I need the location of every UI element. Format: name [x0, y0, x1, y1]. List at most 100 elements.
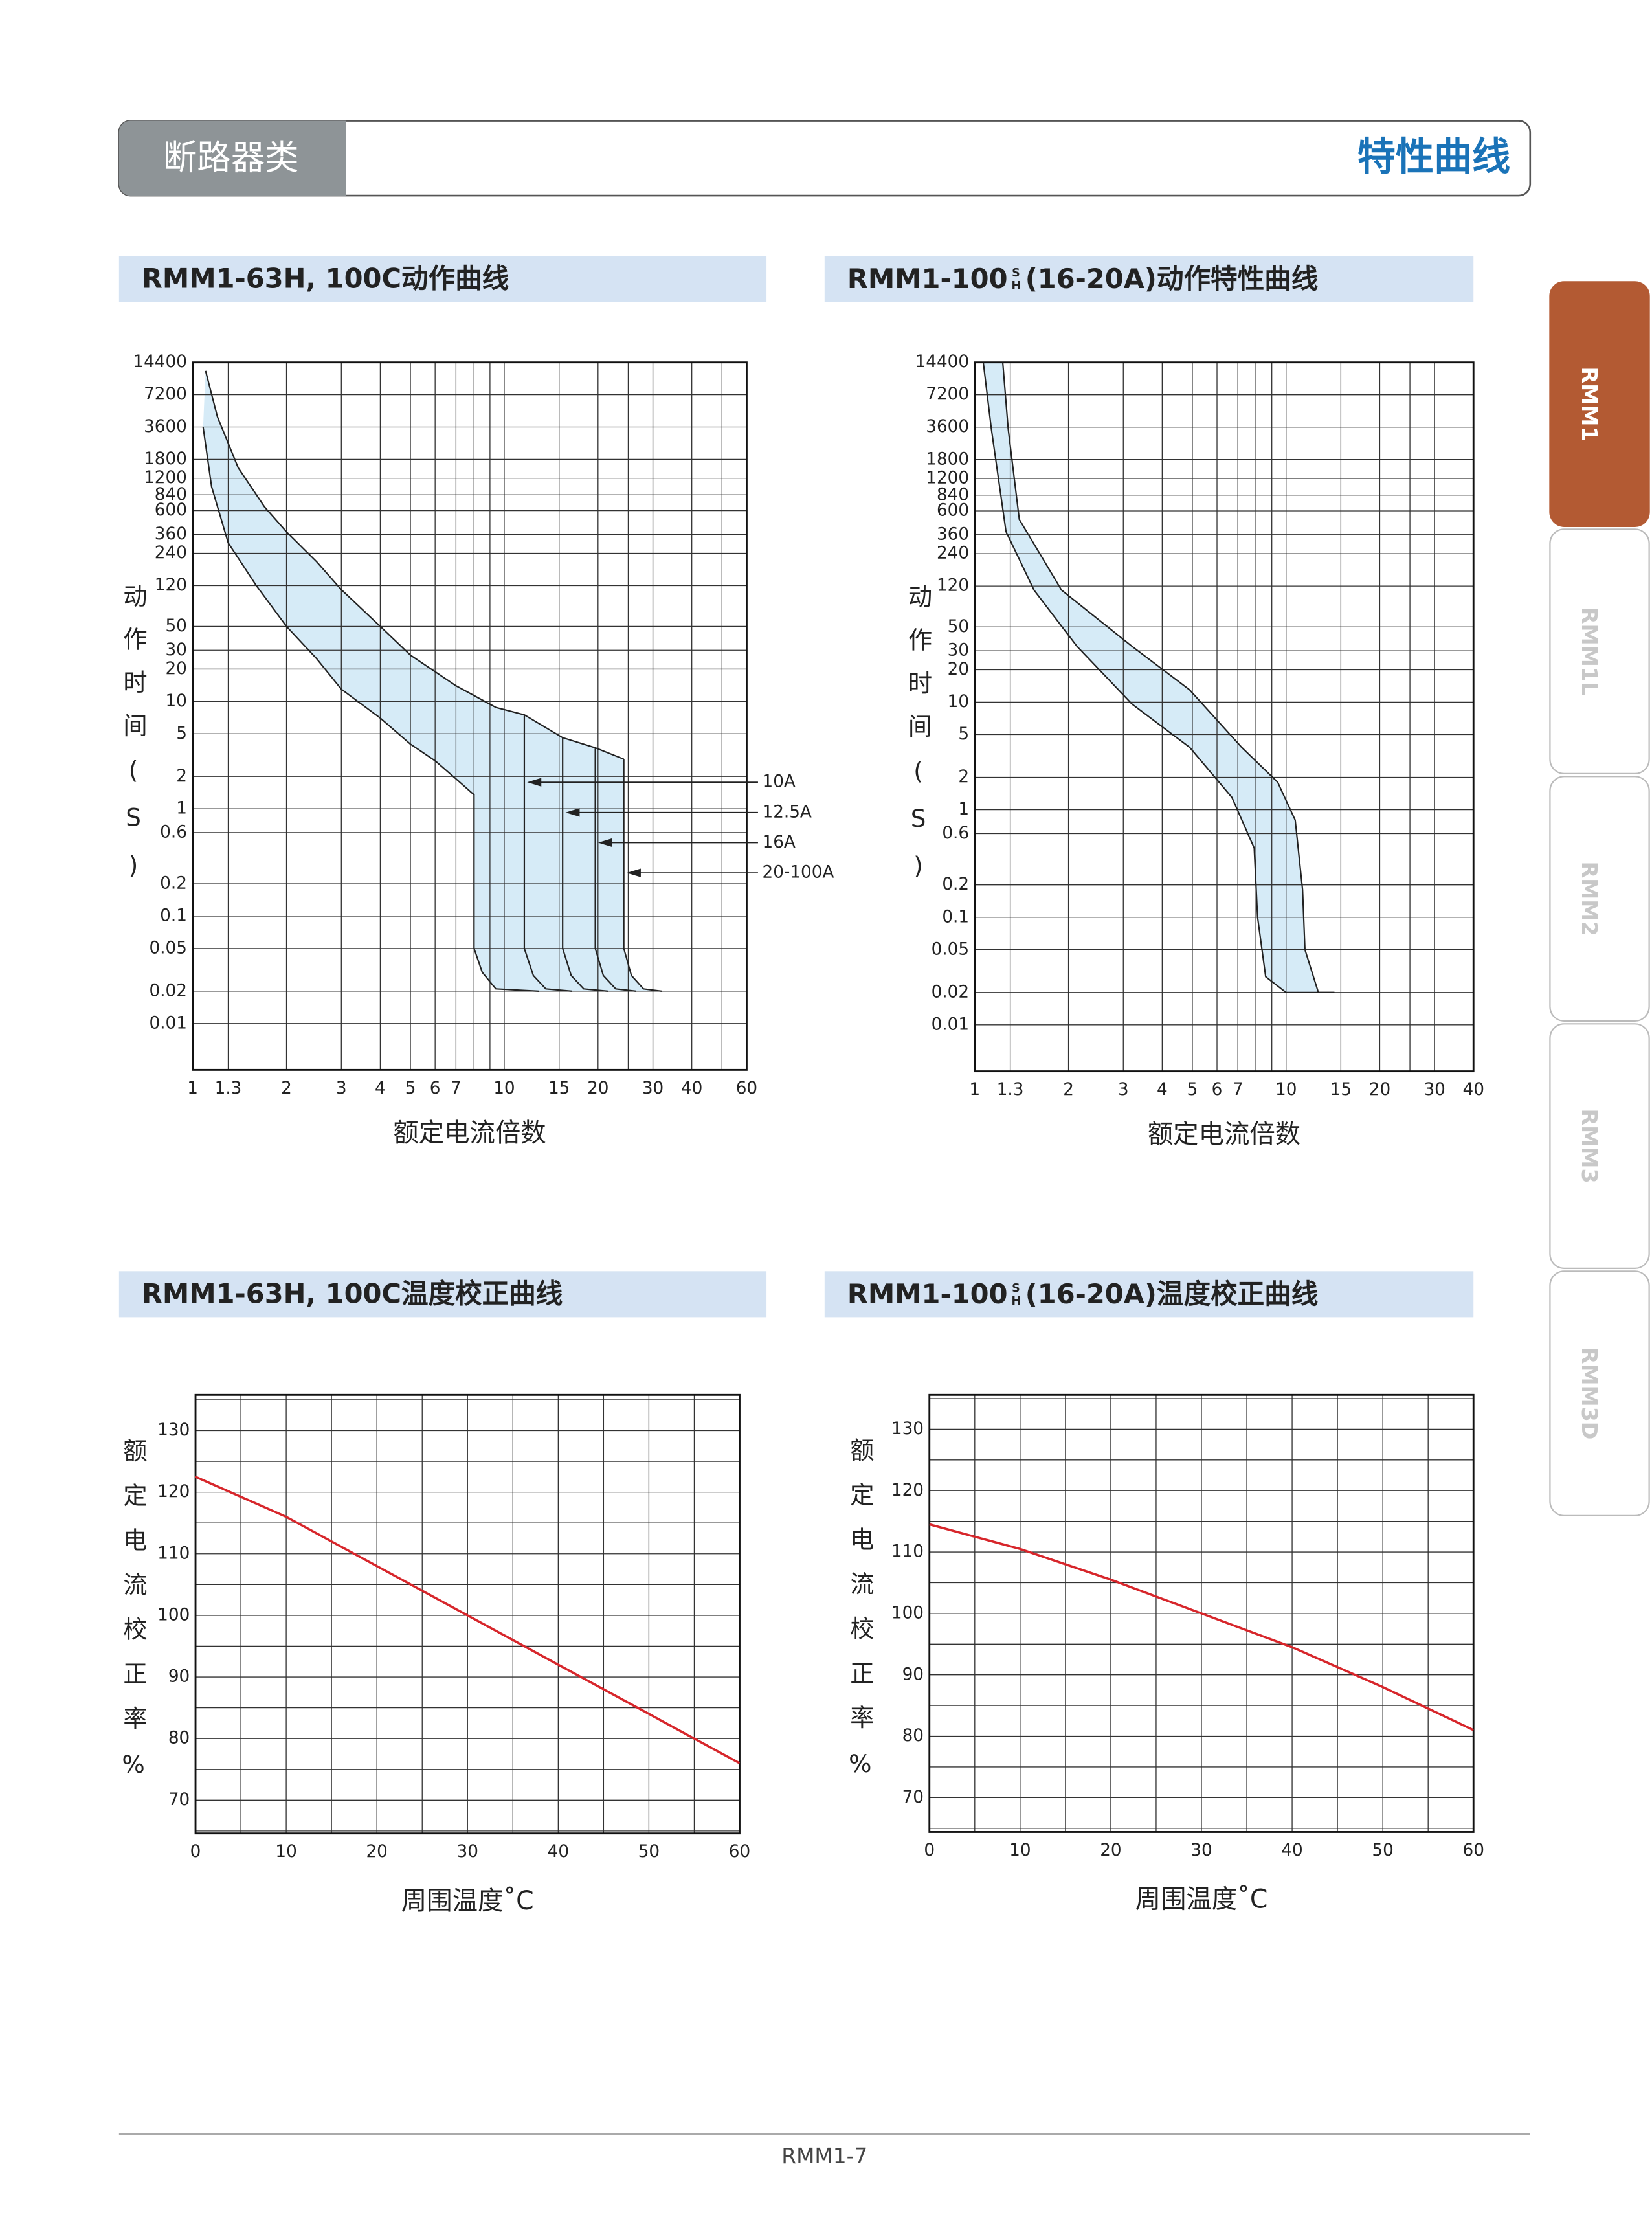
x-tick-label: 0 — [924, 1840, 935, 1860]
curve — [195, 1476, 741, 1764]
arrow-head — [527, 778, 542, 787]
y-tick-label: 0.01 — [149, 1013, 186, 1033]
side-tab[interactable] — [1549, 1023, 1650, 1269]
y-tick-label: 7200 — [926, 384, 969, 404]
band-fill — [203, 370, 662, 991]
x-tick-label: 6 — [1212, 1079, 1223, 1099]
curve — [523, 715, 572, 992]
x-axis-label: 额定电流倍数 — [393, 1118, 546, 1148]
y-tick-label: 1 — [176, 798, 187, 818]
plot-frame — [192, 361, 748, 1071]
x-tick-label: 10 — [275, 1841, 296, 1861]
side-tab-label[interactable]: RMM1L — [1577, 607, 1602, 695]
y-tick-label: 110 — [891, 1541, 924, 1561]
side-tab-label[interactable]: RMM1 — [1577, 367, 1602, 442]
x-tick-label: 20 — [1100, 1840, 1121, 1860]
x-tick-label: 10 — [1009, 1840, 1031, 1860]
section-bar — [824, 256, 1474, 302]
x-tick-label: 20 — [366, 1841, 387, 1861]
curve — [929, 1523, 1474, 1731]
x-tick-label: 6 — [430, 1078, 441, 1098]
x-tick-label: 1.3 — [997, 1079, 1024, 1099]
header-section: 特性曲线 — [1357, 135, 1510, 180]
x-tick-label: 40 — [1281, 1840, 1302, 1860]
y-tick-label: 100 — [157, 1604, 190, 1625]
header-tab — [118, 120, 346, 196]
y-tick-label: 10 — [165, 691, 186, 711]
side-tab-label[interactable]: RMM2 — [1577, 862, 1602, 936]
x-tick-label: 7 — [1233, 1079, 1244, 1099]
y-tick-label: 120 — [157, 1481, 190, 1501]
x-tick-label: 2 — [281, 1078, 292, 1098]
x-tick-label: 0 — [190, 1841, 201, 1861]
annotation-label: 12.5A — [763, 802, 812, 822]
y-tick-label: 0.6 — [942, 823, 969, 843]
x-tick-label: 30 — [642, 1078, 664, 1098]
y-tick-label: 3600 — [926, 416, 969, 436]
y-tick-label: 0.2 — [942, 874, 969, 894]
y-tick-label: 5 — [958, 724, 969, 744]
y-tick-label: 360 — [937, 524, 969, 544]
chart-title: RMM1-100 S H (16-20A)动作特性曲线 — [847, 262, 1319, 294]
title-rest: (16-20A)温度校正曲线 — [1025, 1277, 1319, 1309]
y-tick-label: 0.2 — [160, 873, 187, 893]
y-tick-label: 120 — [155, 575, 187, 595]
x-tick-label: 30 — [457, 1841, 478, 1861]
y-tick-label: 360 — [155, 524, 187, 544]
y-tick-label: 0.6 — [160, 822, 187, 842]
plot-frame — [194, 1393, 741, 1835]
y-tick-label: 0.05 — [149, 938, 186, 958]
side-tab[interactable] — [1549, 1270, 1650, 1516]
x-tick-label: 5 — [405, 1078, 416, 1098]
x-tick-label: 50 — [638, 1841, 660, 1861]
y-tick-label: 2 — [176, 766, 187, 786]
x-tick-label: 3 — [336, 1078, 347, 1098]
y-tick-label: 80 — [902, 1726, 924, 1746]
y-tick-label: 20 — [948, 659, 969, 679]
y-tick-label: 70 — [902, 1787, 924, 1807]
y-tick-label: 600 — [937, 500, 969, 520]
y-tick-label: 30 — [948, 640, 969, 660]
x-axis-label: 周围温度˚C — [1135, 1884, 1268, 1914]
title-mark: S — [1012, 1282, 1020, 1295]
side-tab[interactable] — [1549, 776, 1650, 1022]
y-tick-label: 14400 — [915, 352, 969, 372]
title-main: RMM1-100 — [847, 1277, 1008, 1309]
x-tick-label: 60 — [729, 1841, 750, 1861]
x-tick-label: 20 — [587, 1078, 608, 1098]
annotation-label: 10A — [763, 772, 796, 792]
side-tab-label[interactable]: RMM3D — [1577, 1347, 1602, 1440]
y-axis-label: 动作时间(S) — [904, 584, 933, 899]
title-mark: H — [1012, 280, 1021, 293]
y-tick-label: 0.05 — [932, 939, 969, 959]
chart: 0 10 20 30 40 50 60 70 80 90 100 110 120 130 周围温度˚C 额定电… — [846, 1393, 1484, 1915]
y-axis-label: 动作时间(S) — [119, 583, 148, 898]
side-tab-label[interactable]: RMM3 — [1577, 1109, 1602, 1184]
y-tick-label: 1 — [958, 799, 969, 819]
charts: 1 1.3 2 3 4 5 6 7 10 15 20 30 40 60144007200360018001… — [119, 352, 1484, 1916]
curve — [594, 747, 636, 992]
y-tick-label: 3600 — [144, 416, 187, 436]
y-tick-label: 110 — [157, 1543, 190, 1563]
x-tick-label: 15 — [1330, 1079, 1352, 1099]
x-tick-label: 30 — [1190, 1840, 1212, 1860]
x-tick-label: 4 — [375, 1078, 386, 1098]
y-tick-label: 0.1 — [942, 906, 969, 927]
side-tabs: RMM1 RMM1L RMM2 RMM3 RMM3D — [1549, 281, 1650, 1516]
curve — [1001, 362, 1335, 993]
curve — [205, 370, 625, 760]
side-tab[interactable] — [1549, 528, 1650, 774]
y-tick-label: 0.1 — [160, 905, 187, 925]
x-tick-label: 5 — [1187, 1079, 1198, 1099]
x-tick-label: 2 — [1063, 1079, 1074, 1099]
y-tick-label: 70 — [168, 1790, 190, 1810]
y-tick-label: 0.02 — [149, 980, 186, 1000]
curve — [623, 759, 662, 992]
side-tab[interactable] — [1549, 281, 1650, 527]
y-tick-label: 130 — [157, 1420, 190, 1440]
section-bar — [118, 1271, 767, 1318]
y-tick-label: 50 — [165, 616, 186, 636]
x-tick-label: 40 — [681, 1078, 702, 1098]
page-number: RMM1-7 — [781, 2143, 867, 2168]
